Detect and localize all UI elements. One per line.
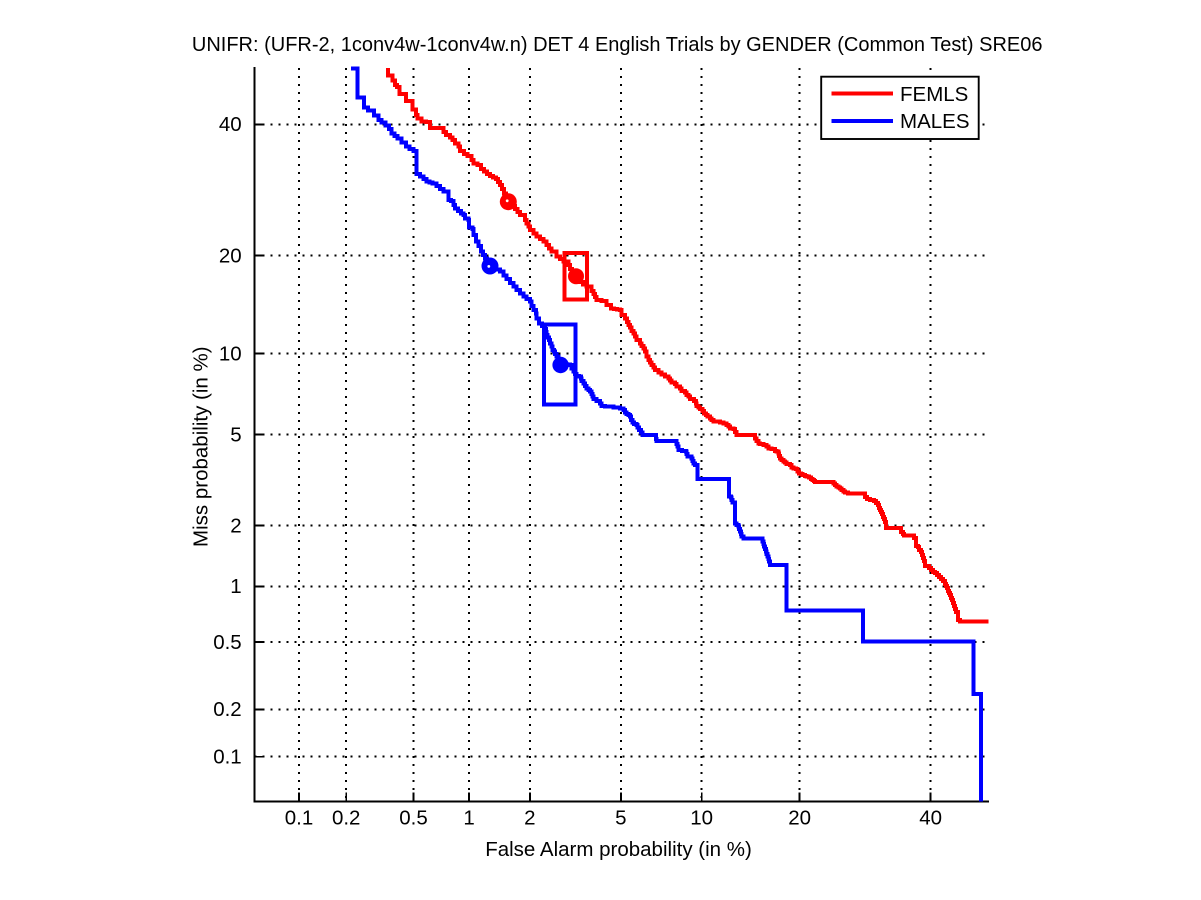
svg-text:10: 10 [219,342,242,365]
svg-text:FEMLS: FEMLS [900,83,968,106]
svg-text:20: 20 [788,807,811,830]
svg-text:Miss probability (in %): Miss probability (in %) [190,346,213,547]
svg-text:40: 40 [219,113,242,136]
svg-text:5: 5 [230,423,241,446]
svg-text:1: 1 [463,807,474,830]
svg-text:0.1: 0.1 [285,807,314,830]
svg-text:0.5: 0.5 [213,631,242,654]
svg-text:MALES: MALES [900,110,970,133]
svg-text:40: 40 [919,807,942,830]
svg-text:0.2: 0.2 [213,698,242,721]
svg-text:10: 10 [690,807,713,830]
svg-text:2: 2 [524,807,535,830]
svg-text:0.1: 0.1 [213,746,242,769]
svg-text:1: 1 [230,575,241,598]
svg-text:2: 2 [230,514,241,537]
svg-text:5: 5 [615,807,626,830]
svg-text:20: 20 [219,244,242,267]
svg-text:0.5: 0.5 [399,807,428,830]
svg-text:0.2: 0.2 [332,807,361,830]
svg-text:False Alarm probability (in %): False Alarm probability (in %) [485,838,752,861]
svg-text:UNIFR: (UFR-2, 1conv4w-1conv4w: UNIFR: (UFR-2, 1conv4w-1conv4w.n) DET 4 … [192,34,1043,56]
